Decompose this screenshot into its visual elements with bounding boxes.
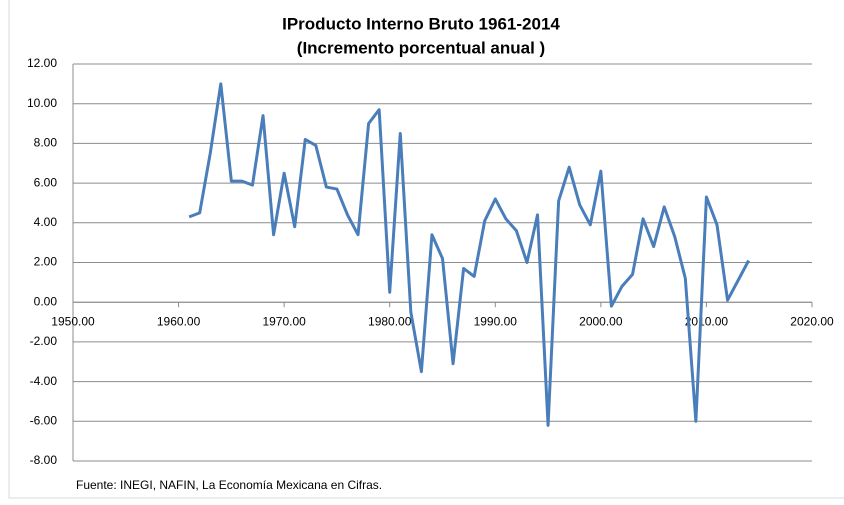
y-tick-label: 4.00 (34, 215, 58, 229)
frame (8, 0, 844, 499)
y-tick-label: -8.00 (30, 453, 58, 467)
x-tick-label: 2000.00 (579, 314, 623, 328)
y-tick-label: -6.00 (30, 413, 58, 427)
source-note: Fuente: INEGI, NAFIN, La Economía Mexica… (76, 478, 382, 492)
x-tick-label: 1980.00 (368, 314, 412, 328)
x-tick-label: 1950.00 (51, 314, 95, 328)
x-tick-label: 1970.00 (262, 314, 306, 328)
chart-title: IProducto Interno Bruto 1961-2014 (282, 14, 560, 33)
y-tick-label: 6.00 (34, 175, 58, 189)
x-tick-label: 1990.00 (474, 314, 518, 328)
y-tick-label: 2.00 (34, 255, 58, 269)
chart-subtitle: (Incremento porcentual anual ) (297, 38, 545, 57)
line-series (188, 82, 750, 427)
x-tick-label: 2010.00 (685, 314, 729, 328)
x-tick-label: 2020.00 (790, 314, 834, 328)
x-tick-label: 1960.00 (157, 314, 201, 328)
y-tick-label: 0.00 (34, 294, 58, 308)
y-tick-label: -4.00 (30, 374, 58, 388)
y-tick-label: 8.00 (34, 136, 58, 150)
y-tick-label: -2.00 (30, 334, 58, 348)
y-tick-label: 12.00 (27, 56, 57, 70)
y-tick-label: 10.00 (27, 96, 57, 110)
